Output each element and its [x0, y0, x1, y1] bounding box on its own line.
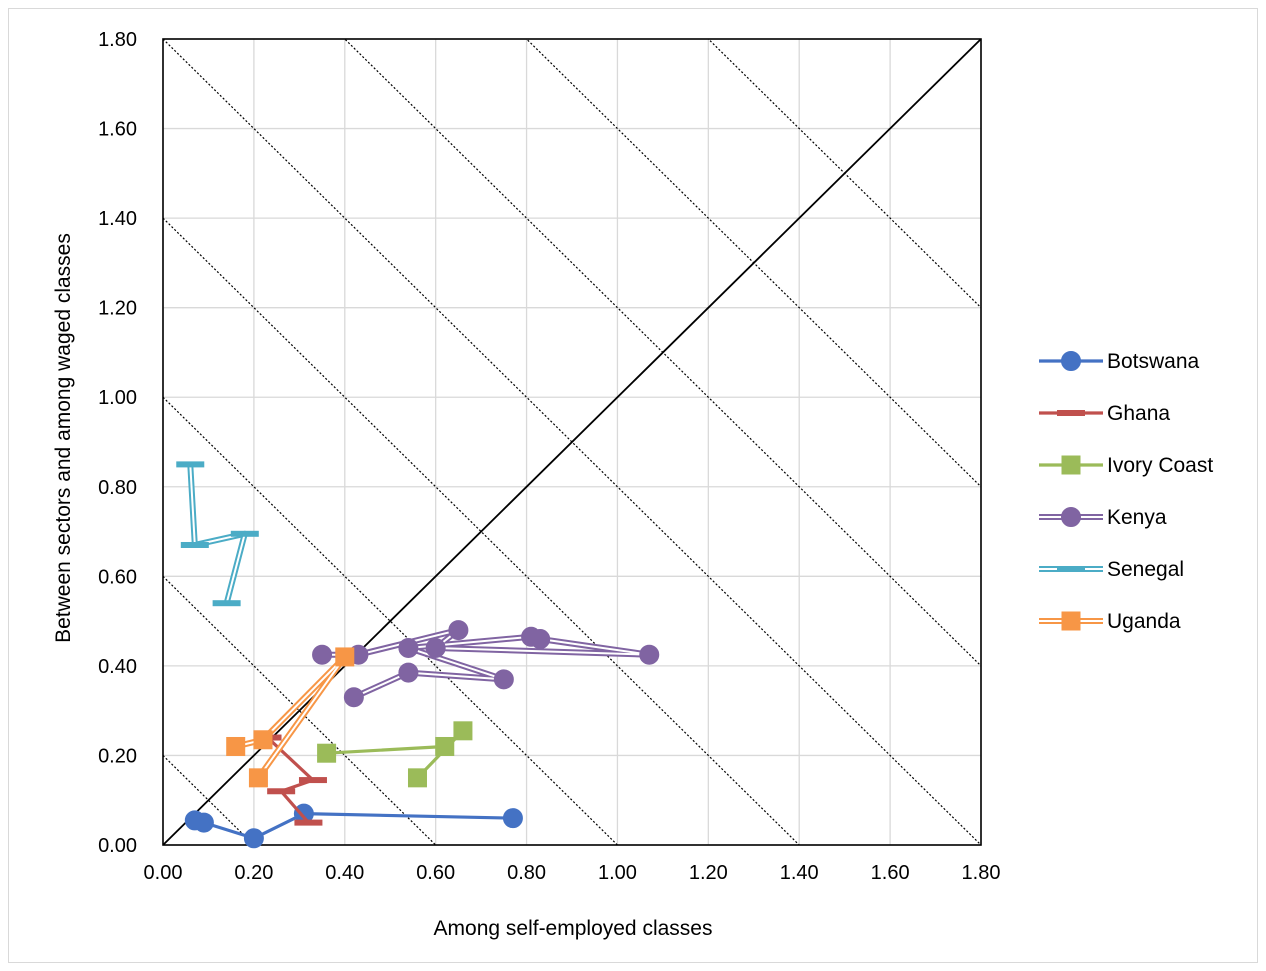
- data-point-senegal: [176, 461, 205, 468]
- data-point-kenya: [493, 669, 514, 690]
- x-axis-title: Among self-employed classes: [434, 917, 713, 940]
- y-tick-label: 0.20: [98, 745, 137, 767]
- series-senegal: [176, 461, 259, 607]
- axes: [162, 38, 982, 846]
- series-kenya: [312, 620, 660, 708]
- x-tick-label: 0.40: [325, 862, 364, 884]
- series-line-senegal-inner: [189, 464, 246, 604]
- series-ivory-coast: [317, 721, 473, 788]
- data-point-senegal: [212, 600, 241, 607]
- legend-label-kenya: Kenya: [1107, 506, 1167, 529]
- chart-frame: 0.00 0.20 0.40 0.60 0.80 1.00 1.20 1.40 1.60 1.80…: [8, 8, 1258, 963]
- isoline-dotted: [163, 755, 255, 845]
- diagonal-line: [163, 39, 981, 845]
- legend: Botswana Ghana Ivory Coast Kenya Senegal Ugan…: [1039, 350, 1213, 633]
- data-point-uganda: [248, 768, 268, 788]
- x-tick-label: 1.20: [689, 862, 728, 884]
- isoline-dotted: [343, 39, 981, 667]
- data-point-botswana: [184, 810, 205, 831]
- y-tick-label: 0.60: [98, 566, 137, 588]
- series-botswana: [184, 803, 523, 849]
- y-axis-title: Between sectors and among waged classes: [52, 233, 75, 643]
- isoline-dotted: [525, 39, 981, 488]
- legend-label-botswana: Botswana: [1107, 350, 1200, 373]
- isoline-dotted: [163, 39, 981, 845]
- data-point-ghana: [294, 819, 323, 826]
- legend-marker-senegal: [1057, 566, 1085, 572]
- tick-labels: 0.00 0.20 0.40 0.60 0.80 1.00 1.20 1.40 1.60 1.80…: [98, 29, 1000, 884]
- data-point-ghana: [267, 788, 296, 795]
- data-point-ghana: [298, 777, 327, 784]
- x-tick-label: 1.80: [962, 862, 1001, 884]
- legend-item-ghana: Ghana: [1039, 402, 1170, 425]
- legend-item-senegal: Senegal: [1039, 558, 1184, 581]
- legend-item-ivory-coast: Ivory Coast: [1039, 454, 1213, 477]
- legend-item-kenya: Kenya: [1039, 506, 1167, 529]
- legend-marker-botswana: [1061, 351, 1081, 371]
- data-point-kenya: [312, 644, 333, 665]
- y-tick-label: 1.80: [98, 29, 137, 51]
- y-tick-label: 1.00: [98, 387, 137, 409]
- scatter-chart: 0.00 0.20 0.40 0.60 0.80 1.00 1.20 1.40 1.60 1.80…: [52, 29, 1213, 940]
- y-tick-label: 1.40: [98, 208, 137, 230]
- legend-label-ivory-coast: Ivory Coast: [1107, 454, 1213, 477]
- data-point-kenya: [343, 687, 364, 708]
- plot-border: [162, 38, 982, 846]
- data-point-kenya: [639, 644, 660, 665]
- data-point-ivory-coast: [407, 768, 427, 788]
- data-point-ivory-coast: [453, 721, 473, 741]
- data-point-kenya: [448, 620, 469, 641]
- legend-marker-kenya: [1061, 507, 1081, 527]
- legend-marker-ghana: [1057, 410, 1085, 416]
- data-point-uganda: [335, 647, 355, 667]
- data-point-senegal: [230, 530, 259, 537]
- data-point-ivory-coast: [435, 736, 455, 756]
- series-line-botswana: [194, 812, 513, 840]
- data-point-botswana: [502, 808, 523, 829]
- reference-lines: [163, 39, 981, 845]
- series-uganda: [226, 647, 355, 788]
- legend-marker-uganda: [1061, 611, 1081, 631]
- legend-marker-ivory-coast: [1061, 455, 1081, 475]
- series-line-uganda-inner: [235, 655, 346, 779]
- legend-item-uganda: Uganda: [1039, 610, 1181, 633]
- data-point-kenya: [398, 662, 419, 683]
- y-tick-label: 0.00: [98, 835, 137, 857]
- x-tick-label: 1.40: [780, 862, 819, 884]
- isoline-dotted: [707, 39, 981, 309]
- data-point-botswana: [243, 828, 264, 849]
- data-point-kenya: [398, 637, 419, 658]
- isoline-dotted: [163, 217, 800, 845]
- data-point-kenya: [425, 637, 446, 658]
- y-tick-label: 1.20: [98, 298, 137, 320]
- data-point-senegal: [180, 541, 209, 548]
- x-tick-label: 0.20: [234, 862, 273, 884]
- x-tick-label: 0.60: [416, 862, 455, 884]
- legend-item-botswana: Botswana: [1039, 350, 1200, 373]
- legend-label-uganda: Uganda: [1107, 610, 1181, 633]
- data-point-kenya: [521, 626, 542, 647]
- x-tick-label: 0.80: [507, 862, 546, 884]
- x-tick-label: 0.00: [144, 862, 183, 884]
- data-point-ivory-coast: [317, 743, 337, 763]
- legend-label-senegal: Senegal: [1107, 558, 1184, 581]
- series-layer: [176, 461, 660, 849]
- legend-label-ghana: Ghana: [1107, 402, 1170, 425]
- x-tick-label: 1.00: [598, 862, 637, 884]
- series-line-ghana: [266, 736, 315, 824]
- data-point-uganda: [253, 730, 273, 750]
- y-tick-label: 0.40: [98, 656, 137, 678]
- x-tick-label: 1.60: [871, 862, 910, 884]
- y-tick-label: 1.60: [98, 119, 137, 141]
- data-point-uganda: [226, 736, 246, 756]
- y-tick-label: 0.80: [98, 477, 137, 499]
